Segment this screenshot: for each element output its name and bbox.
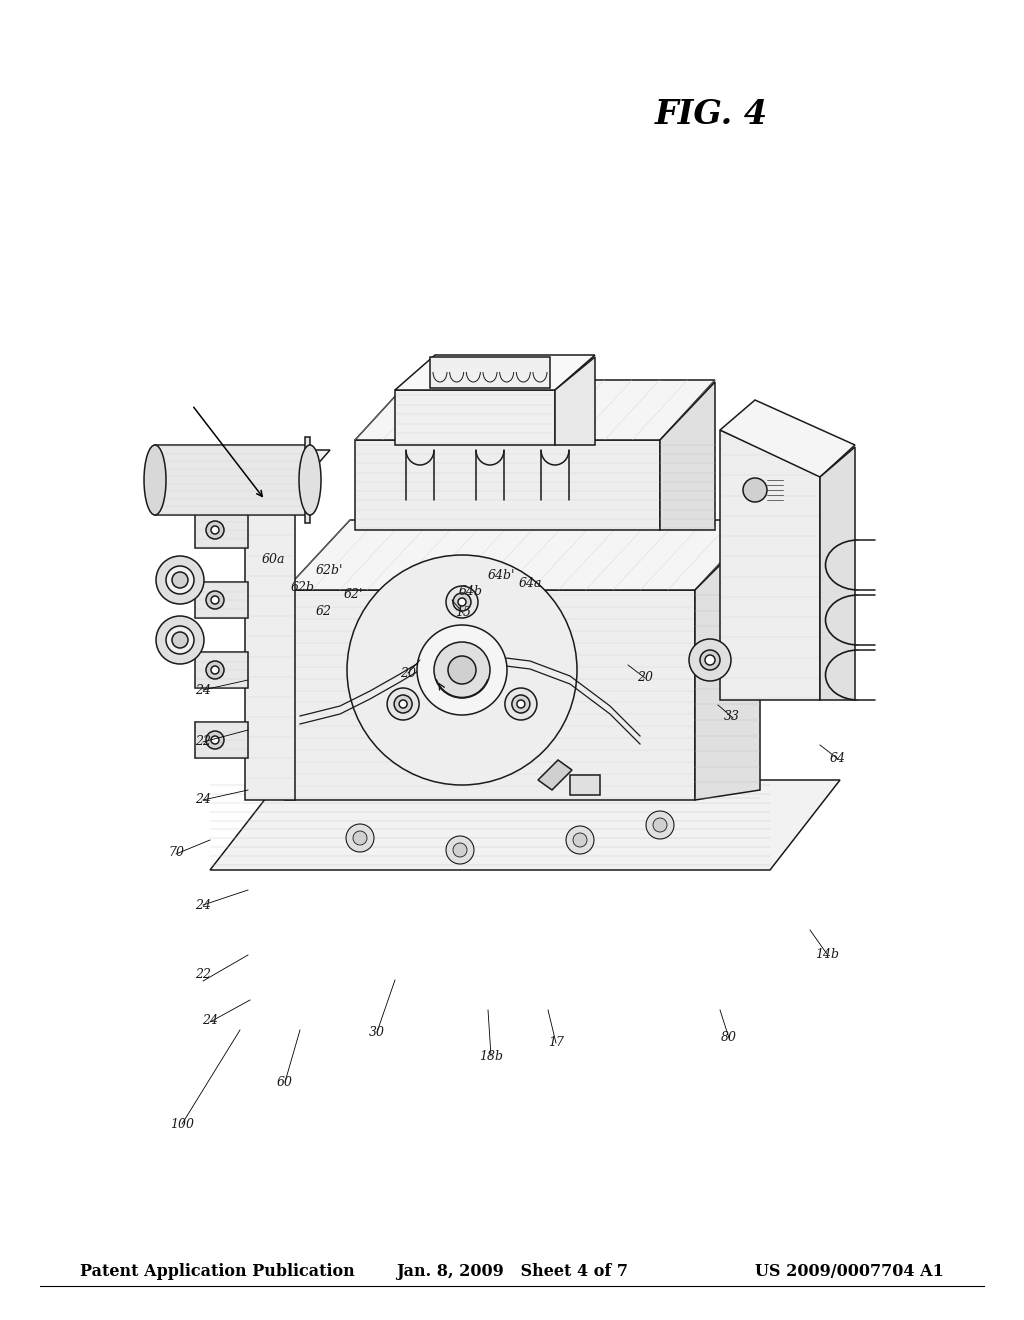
- Text: FIG. 4: FIG. 4: [655, 98, 768, 131]
- Polygon shape: [430, 356, 550, 388]
- Polygon shape: [555, 356, 595, 445]
- Text: 17: 17: [548, 1036, 564, 1049]
- Text: 18b: 18b: [479, 1049, 504, 1063]
- Ellipse shape: [417, 624, 507, 715]
- Circle shape: [446, 836, 474, 865]
- Circle shape: [206, 591, 224, 609]
- Text: 30: 30: [369, 1026, 385, 1039]
- Polygon shape: [695, 525, 760, 800]
- Ellipse shape: [446, 586, 478, 618]
- Polygon shape: [285, 590, 695, 800]
- Circle shape: [353, 832, 367, 845]
- Ellipse shape: [689, 639, 731, 681]
- Text: 24: 24: [195, 793, 211, 807]
- Text: 64b: 64b: [459, 585, 483, 598]
- Circle shape: [346, 824, 374, 851]
- Polygon shape: [195, 722, 248, 758]
- Polygon shape: [355, 380, 715, 440]
- Polygon shape: [195, 512, 248, 548]
- Polygon shape: [660, 381, 715, 531]
- Text: 64a: 64a: [519, 577, 542, 590]
- Text: 33: 33: [724, 710, 740, 723]
- Circle shape: [453, 593, 471, 611]
- Polygon shape: [395, 389, 555, 445]
- Polygon shape: [195, 582, 248, 618]
- Circle shape: [653, 818, 667, 832]
- Circle shape: [206, 521, 224, 539]
- Polygon shape: [245, 450, 330, 490]
- Text: 60: 60: [276, 1076, 293, 1089]
- Text: 22: 22: [195, 968, 211, 981]
- Ellipse shape: [299, 445, 321, 515]
- Text: 20: 20: [399, 667, 416, 680]
- Ellipse shape: [505, 688, 537, 719]
- Circle shape: [211, 597, 219, 605]
- Circle shape: [399, 700, 408, 708]
- Circle shape: [211, 525, 219, 535]
- Polygon shape: [395, 355, 595, 389]
- Text: 62': 62': [344, 587, 362, 601]
- Polygon shape: [720, 400, 855, 477]
- Text: US 2009/0007704 A1: US 2009/0007704 A1: [755, 1263, 944, 1280]
- Circle shape: [211, 667, 219, 675]
- Text: 62b': 62b': [316, 564, 343, 577]
- Ellipse shape: [347, 554, 577, 785]
- Text: 62: 62: [315, 605, 332, 618]
- Ellipse shape: [166, 626, 194, 653]
- Text: 24: 24: [195, 684, 211, 697]
- Text: 24: 24: [202, 1014, 218, 1027]
- Circle shape: [394, 696, 412, 713]
- Polygon shape: [285, 520, 760, 590]
- Polygon shape: [820, 447, 855, 700]
- Circle shape: [512, 696, 529, 713]
- Text: 80: 80: [721, 1031, 737, 1044]
- Text: Patent Application Publication: Patent Application Publication: [80, 1263, 354, 1280]
- Circle shape: [700, 649, 720, 671]
- Circle shape: [453, 843, 467, 857]
- Text: 62b: 62b: [291, 581, 315, 594]
- Circle shape: [434, 642, 490, 698]
- Polygon shape: [570, 775, 600, 795]
- Text: 14b: 14b: [815, 948, 840, 961]
- Ellipse shape: [156, 556, 204, 605]
- Circle shape: [646, 810, 674, 840]
- Circle shape: [743, 478, 767, 502]
- Text: 70: 70: [168, 846, 184, 859]
- Ellipse shape: [387, 688, 419, 719]
- Polygon shape: [245, 490, 295, 800]
- Circle shape: [211, 737, 219, 744]
- Text: 22: 22: [195, 735, 211, 748]
- Circle shape: [172, 572, 188, 587]
- Text: 15: 15: [455, 606, 471, 619]
- Polygon shape: [155, 445, 310, 515]
- Polygon shape: [355, 440, 660, 531]
- Circle shape: [705, 655, 715, 665]
- Ellipse shape: [144, 445, 166, 515]
- Circle shape: [573, 833, 587, 847]
- Polygon shape: [720, 430, 820, 700]
- Circle shape: [206, 731, 224, 748]
- Polygon shape: [210, 780, 840, 870]
- Circle shape: [449, 656, 476, 684]
- Text: 60a: 60a: [262, 553, 285, 566]
- Text: 64: 64: [829, 752, 846, 766]
- Text: Jan. 8, 2009   Sheet 4 of 7: Jan. 8, 2009 Sheet 4 of 7: [396, 1263, 628, 1280]
- Text: 20: 20: [637, 671, 653, 684]
- Circle shape: [458, 598, 466, 606]
- Polygon shape: [538, 760, 572, 789]
- Circle shape: [206, 661, 224, 678]
- Circle shape: [172, 632, 188, 648]
- Text: 100: 100: [170, 1118, 195, 1131]
- Circle shape: [566, 826, 594, 854]
- Circle shape: [517, 700, 525, 708]
- Ellipse shape: [166, 566, 194, 594]
- Polygon shape: [305, 437, 310, 523]
- Text: 24: 24: [195, 899, 211, 912]
- Ellipse shape: [156, 616, 204, 664]
- Text: 64b': 64b': [488, 569, 515, 582]
- Polygon shape: [195, 652, 248, 688]
